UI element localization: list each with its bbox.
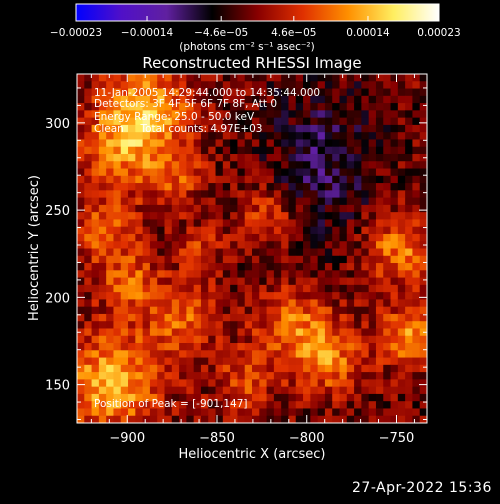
- x-tick-label: −850: [199, 431, 235, 446]
- annotation-peak: Position of Peak = [-901,147]: [94, 398, 248, 410]
- annotation-block: 11-Jan-2005 14:29:44.000 to 14:35:44.000…: [94, 87, 320, 410]
- x-tick-label: −750: [379, 431, 415, 446]
- y-axis-ticks: 150 200 250 300: [45, 87, 427, 421]
- x-axis-label: Heliocentric X (arcsec): [179, 447, 326, 462]
- y-tick-label: 200: [45, 291, 70, 306]
- annotation-time: 11-Jan-2005 14:29:44.000 to 14:35:44.000: [94, 87, 320, 99]
- colorbar-ticks: −0.00023 −0.00014 −4.6e−05 4.6e−05 0.00014 0.…: [50, 16, 461, 39]
- plot-frame: [76, 73, 428, 424]
- colorbar-tick-label: −0.00023: [50, 27, 102, 39]
- y-tick-label: 300: [45, 117, 70, 132]
- colorbar-tick-label: 0.00023: [417, 27, 460, 39]
- y-axis-label: Heliocentric Y (arcsec): [27, 175, 42, 321]
- colorbar-tick-label: −0.00014: [121, 27, 174, 39]
- colorbar-tick-label: −4.6e−05: [194, 27, 248, 39]
- annotation-method: Clean Total counts: 4.97E+03: [94, 123, 263, 135]
- x-tick-label: −900: [109, 431, 145, 446]
- chart-title: Reconstructed RHESSI Image: [142, 54, 361, 72]
- y-tick-label: 250: [45, 204, 70, 219]
- x-axis-ticks: −900 −850 −800 −750: [90, 74, 415, 446]
- heatmap-image: [77, 74, 427, 423]
- annotation-energy: Energy Range: 25.0 - 50.0 keV: [94, 111, 255, 123]
- y-tick-label: 150: [45, 379, 70, 394]
- annotation-detectors: Detectors: 3F 4F 5F 6F 7F 8F, Att 0: [94, 98, 277, 110]
- colorbar: [75, 3, 440, 22]
- x-tick-label: −800: [289, 431, 325, 446]
- colorbar-unit-label: (photons cm⁻² s⁻¹ asec⁻²): [179, 41, 314, 53]
- colorbar-tick-label: 4.6e−05: [271, 27, 316, 39]
- footer-timestamp: 27-Apr-2022 15:36: [352, 480, 492, 496]
- colorbar-tick-label: 0.00014: [346, 27, 390, 39]
